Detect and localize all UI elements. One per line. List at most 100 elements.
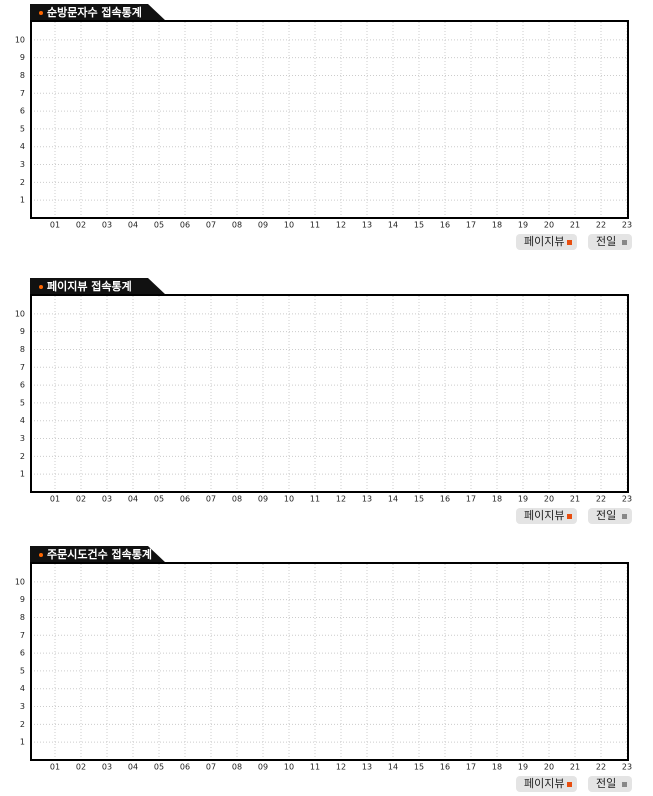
y-tick-label: 10 xyxy=(15,35,25,44)
x-tick-label: 19 xyxy=(518,221,528,230)
x-tick-label: 16 xyxy=(440,763,450,772)
x-tick-label: 19 xyxy=(518,495,528,504)
x-tick-label: 21 xyxy=(570,221,580,230)
x-tick-label: 09 xyxy=(258,763,268,772)
y-tick-label: 4 xyxy=(20,142,25,151)
x-tick-label: 09 xyxy=(258,221,268,230)
x-tick-label: 21 xyxy=(570,495,580,504)
x-tick-label: 06 xyxy=(180,763,190,772)
chart-title: 순방문자수 접속통계 xyxy=(47,5,142,19)
y-tick-label: 9 xyxy=(20,327,25,336)
x-tick-label: 11 xyxy=(310,221,320,230)
x-tick-label: 22 xyxy=(596,763,606,772)
x-tick-label: 14 xyxy=(388,221,398,230)
y-tick-label: 8 xyxy=(20,71,25,80)
x-tick-label: 20 xyxy=(544,221,554,230)
x-tick-label: 15 xyxy=(414,221,424,230)
legend-box xyxy=(588,776,632,792)
x-tick-label: 13 xyxy=(362,221,372,230)
y-tick-label: 8 xyxy=(20,613,25,622)
x-tick-label: 11 xyxy=(310,495,320,504)
x-tick-label: 06 xyxy=(180,221,190,230)
y-tick-label: 1 xyxy=(20,470,25,479)
x-tick-label: 14 xyxy=(388,495,398,504)
x-tick-label: 08 xyxy=(232,221,242,230)
legend-box xyxy=(588,234,632,250)
y-tick-label: 2 xyxy=(20,452,25,461)
title-tab xyxy=(30,4,166,21)
x-tick-label: 20 xyxy=(544,763,554,772)
x-tick-label: 10 xyxy=(284,495,294,504)
x-tick-label: 04 xyxy=(128,495,138,504)
x-tick-label: 09 xyxy=(258,495,268,504)
x-tick-label: 05 xyxy=(154,221,164,230)
legend-box xyxy=(516,508,577,524)
x-tick-label: 06 xyxy=(180,495,190,504)
y-tick-label: 3 xyxy=(20,160,25,169)
y-tick-label: 9 xyxy=(20,595,25,604)
x-tick-label: 12 xyxy=(336,763,346,772)
y-tick-label: 3 xyxy=(20,434,25,443)
x-tick-label: 13 xyxy=(362,495,372,504)
x-tick-label: 04 xyxy=(128,221,138,230)
y-tick-label: 5 xyxy=(20,666,25,675)
x-tick-label: 03 xyxy=(102,495,112,504)
title-bullet xyxy=(39,11,43,15)
y-tick-label: 1 xyxy=(20,196,25,205)
x-tick-label: 05 xyxy=(154,763,164,772)
x-tick-label: 10 xyxy=(284,763,294,772)
y-tick-label: 4 xyxy=(20,416,25,425)
legend-label: 페이지뷰 xyxy=(524,235,564,248)
title-tab xyxy=(30,278,166,295)
x-tick-label: 21 xyxy=(570,763,580,772)
x-tick-label: 15 xyxy=(414,763,424,772)
legend-swatch xyxy=(622,782,627,787)
chart-title: 페이지뷰 접속통계 xyxy=(47,279,132,293)
x-tick-label: 02 xyxy=(76,221,86,230)
x-tick-label: 17 xyxy=(466,763,476,772)
legend-box xyxy=(516,234,577,250)
title-tab xyxy=(30,546,166,563)
x-tick-label: 01 xyxy=(50,495,60,504)
y-tick-label: 7 xyxy=(20,631,25,640)
title-bullet xyxy=(39,285,43,289)
x-tick-label: 01 xyxy=(50,221,60,230)
legend-box xyxy=(588,508,632,524)
legend-swatch xyxy=(622,514,627,519)
x-tick-label: 12 xyxy=(336,221,346,230)
title-bullet xyxy=(39,553,43,557)
x-tick-label: 01 xyxy=(50,763,60,772)
x-tick-label: 11 xyxy=(310,763,320,772)
x-tick-label: 05 xyxy=(154,495,164,504)
x-tick-label: 12 xyxy=(336,495,346,504)
x-tick-label: 08 xyxy=(232,763,242,772)
y-tick-label: 6 xyxy=(20,107,25,116)
x-tick-label: 23 xyxy=(622,763,632,772)
chart-title: 주문시도건수 접속통계 xyxy=(47,547,152,561)
y-tick-label: 3 xyxy=(20,702,25,711)
y-tick-label: 10 xyxy=(15,577,25,586)
x-tick-label: 07 xyxy=(206,763,216,772)
y-tick-label: 4 xyxy=(20,684,25,693)
x-tick-label: 10 xyxy=(284,221,294,230)
x-tick-label: 02 xyxy=(76,495,86,504)
x-tick-label: 23 xyxy=(622,495,632,504)
x-tick-label: 08 xyxy=(232,495,242,504)
y-tick-label: 7 xyxy=(20,363,25,372)
x-tick-label: 15 xyxy=(414,495,424,504)
legend-label: 전일 xyxy=(596,508,616,522)
legend-swatch xyxy=(567,782,572,787)
y-tick-label: 6 xyxy=(20,649,25,658)
x-tick-label: 02 xyxy=(76,763,86,772)
x-tick-label: 03 xyxy=(102,763,112,772)
legend-swatch xyxy=(567,240,572,245)
plot-frame xyxy=(30,20,629,219)
y-tick-label: 10 xyxy=(15,309,25,318)
x-tick-label: 07 xyxy=(206,495,216,504)
legend-label: 페이지뷰 xyxy=(524,777,564,790)
x-tick-label: 22 xyxy=(596,221,606,230)
legend-label: 전일 xyxy=(596,234,616,248)
y-tick-label: 2 xyxy=(20,178,25,187)
x-tick-label: 04 xyxy=(128,763,138,772)
